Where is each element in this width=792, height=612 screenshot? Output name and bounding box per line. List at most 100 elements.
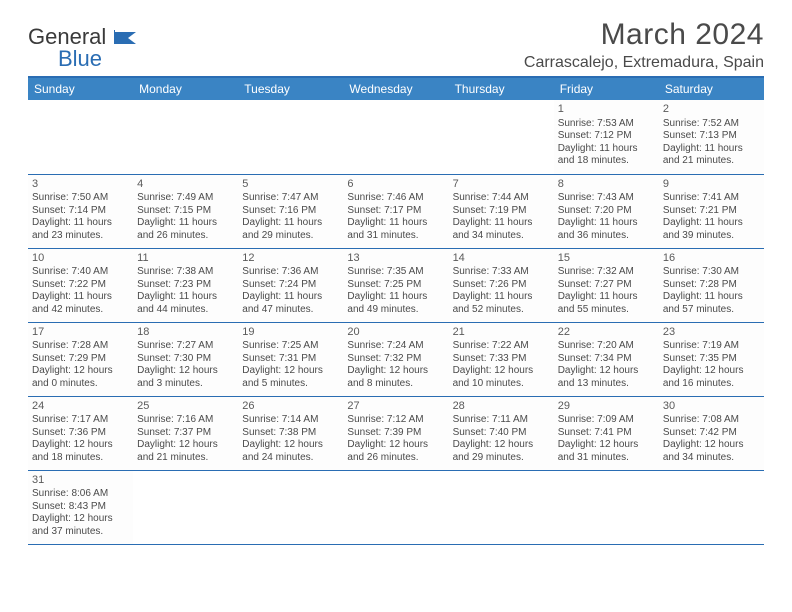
calendar-row: 3Sunrise: 7:50 AMSunset: 7:14 PMDaylight… — [28, 174, 764, 248]
calendar-cell — [238, 100, 343, 174]
calendar-cell — [659, 470, 764, 544]
sunrise-line: Sunrise: 7:30 AM — [663, 266, 760, 279]
day-header-row: Sunday Monday Tuesday Wednesday Thursday… — [28, 78, 764, 100]
sunrise-line: Sunrise: 7:33 AM — [453, 266, 550, 279]
calendar-cell: 18Sunrise: 7:27 AMSunset: 7:30 PMDayligh… — [133, 322, 238, 396]
calendar-cell: 6Sunrise: 7:46 AMSunset: 7:17 PMDaylight… — [343, 174, 448, 248]
calendar-row: 1Sunrise: 7:53 AMSunset: 7:12 PMDaylight… — [28, 100, 764, 174]
daylight-line: Daylight: 11 hours and 57 minutes. — [663, 291, 760, 316]
calendar-cell: 1Sunrise: 7:53 AMSunset: 7:12 PMDaylight… — [554, 100, 659, 174]
day-number: 5 — [242, 178, 339, 192]
calendar-cell: 19Sunrise: 7:25 AMSunset: 7:31 PMDayligh… — [238, 322, 343, 396]
daylight-line: Daylight: 11 hours and 39 minutes. — [663, 217, 760, 242]
calendar-body: 1Sunrise: 7:53 AMSunset: 7:12 PMDaylight… — [28, 100, 764, 544]
sunset-line: Sunset: 7:32 PM — [347, 353, 444, 366]
daylight-line: Daylight: 11 hours and 52 minutes. — [453, 291, 550, 316]
calendar-cell: 13Sunrise: 7:35 AMSunset: 7:25 PMDayligh… — [343, 248, 448, 322]
calendar-cell: 23Sunrise: 7:19 AMSunset: 7:35 PMDayligh… — [659, 322, 764, 396]
logo: General Blue — [28, 24, 140, 72]
sunrise-line: Sunrise: 7:28 AM — [32, 340, 129, 353]
sunset-line: Sunset: 7:30 PM — [137, 353, 234, 366]
calendar-cell: 7Sunrise: 7:44 AMSunset: 7:19 PMDaylight… — [449, 174, 554, 248]
day-number: 24 — [32, 400, 129, 414]
page-title: March 2024 — [524, 18, 764, 52]
sunset-line: Sunset: 7:19 PM — [453, 205, 550, 218]
daylight-line: Daylight: 12 hours and 10 minutes. — [453, 365, 550, 390]
header: General Blue March 2024 Carrascalejo, Ex… — [28, 18, 764, 72]
daylight-line: Daylight: 11 hours and 47 minutes. — [242, 291, 339, 316]
daylight-line: Daylight: 11 hours and 23 minutes. — [32, 217, 129, 242]
calendar-cell: 29Sunrise: 7:09 AMSunset: 7:41 PMDayligh… — [554, 396, 659, 470]
calendar-cell: 27Sunrise: 7:12 AMSunset: 7:39 PMDayligh… — [343, 396, 448, 470]
calendar-cell: 17Sunrise: 7:28 AMSunset: 7:29 PMDayligh… — [28, 322, 133, 396]
sunrise-line: Sunrise: 7:11 AM — [453, 414, 550, 427]
calendar-row: 10Sunrise: 7:40 AMSunset: 7:22 PMDayligh… — [28, 248, 764, 322]
sunset-line: Sunset: 7:41 PM — [558, 427, 655, 440]
sunset-line: Sunset: 7:28 PM — [663, 279, 760, 292]
daylight-line: Daylight: 12 hours and 34 minutes. — [663, 439, 760, 464]
calendar-row: 17Sunrise: 7:28 AMSunset: 7:29 PMDayligh… — [28, 322, 764, 396]
day-number: 3 — [32, 178, 129, 192]
sunrise-line: Sunrise: 7:24 AM — [347, 340, 444, 353]
sunrise-line: Sunrise: 7:08 AM — [663, 414, 760, 427]
day-number: 23 — [663, 326, 760, 340]
sunset-line: Sunset: 7:12 PM — [558, 130, 655, 143]
day-number: 2 — [663, 103, 760, 117]
calendar-cell — [238, 470, 343, 544]
sunrise-line: Sunrise: 7:14 AM — [242, 414, 339, 427]
day-number: 18 — [137, 326, 234, 340]
daylight-line: Daylight: 11 hours and 31 minutes. — [347, 217, 444, 242]
sunrise-line: Sunrise: 7:19 AM — [663, 340, 760, 353]
sunrise-line: Sunrise: 7:27 AM — [137, 340, 234, 353]
daylight-line: Daylight: 11 hours and 26 minutes. — [137, 217, 234, 242]
daylight-line: Daylight: 12 hours and 24 minutes. — [242, 439, 339, 464]
day-number: 11 — [137, 252, 234, 266]
sunset-line: Sunset: 7:15 PM — [137, 205, 234, 218]
sunrise-line: Sunrise: 7:20 AM — [558, 340, 655, 353]
sunset-line: Sunset: 7:27 PM — [558, 279, 655, 292]
day-number: 26 — [242, 400, 339, 414]
sunrise-line: Sunrise: 7:44 AM — [453, 192, 550, 205]
col-tuesday: Tuesday — [238, 78, 343, 100]
col-sunday: Sunday — [28, 78, 133, 100]
sunrise-line: Sunrise: 7:46 AM — [347, 192, 444, 205]
daylight-line: Daylight: 12 hours and 18 minutes. — [32, 439, 129, 464]
daylight-line: Daylight: 12 hours and 16 minutes. — [663, 365, 760, 390]
daylight-line: Daylight: 11 hours and 18 minutes. — [558, 143, 655, 168]
sunset-line: Sunset: 7:26 PM — [453, 279, 550, 292]
sunset-line: Sunset: 7:31 PM — [242, 353, 339, 366]
day-number: 21 — [453, 326, 550, 340]
sunset-line: Sunset: 7:24 PM — [242, 279, 339, 292]
daylight-line: Daylight: 12 hours and 37 minutes. — [32, 513, 129, 538]
calendar-table: Sunday Monday Tuesday Wednesday Thursday… — [28, 78, 764, 545]
daylight-line: Daylight: 12 hours and 21 minutes. — [137, 439, 234, 464]
sunset-line: Sunset: 7:17 PM — [347, 205, 444, 218]
daylight-line: Daylight: 11 hours and 29 minutes. — [242, 217, 339, 242]
sunset-line: Sunset: 7:22 PM — [32, 279, 129, 292]
sunset-line: Sunset: 7:38 PM — [242, 427, 339, 440]
daylight-line: Daylight: 12 hours and 31 minutes. — [558, 439, 655, 464]
daylight-line: Daylight: 11 hours and 36 minutes. — [558, 217, 655, 242]
sunrise-line: Sunrise: 7:52 AM — [663, 118, 760, 131]
daylight-line: Daylight: 12 hours and 0 minutes. — [32, 365, 129, 390]
title-block: March 2024 Carrascalejo, Extremadura, Sp… — [524, 18, 764, 72]
calendar-cell: 28Sunrise: 7:11 AMSunset: 7:40 PMDayligh… — [449, 396, 554, 470]
sunrise-line: Sunrise: 7:43 AM — [558, 192, 655, 205]
sunrise-line: Sunrise: 7:53 AM — [558, 118, 655, 131]
daylight-line: Daylight: 11 hours and 55 minutes. — [558, 291, 655, 316]
calendar-cell: 21Sunrise: 7:22 AMSunset: 7:33 PMDayligh… — [449, 322, 554, 396]
sunrise-line: Sunrise: 7:22 AM — [453, 340, 550, 353]
calendar-cell: 16Sunrise: 7:30 AMSunset: 7:28 PMDayligh… — [659, 248, 764, 322]
calendar-cell — [449, 100, 554, 174]
day-number: 15 — [558, 252, 655, 266]
day-number: 31 — [32, 474, 129, 488]
day-number: 16 — [663, 252, 760, 266]
calendar-cell — [133, 100, 238, 174]
sunset-line: Sunset: 7:23 PM — [137, 279, 234, 292]
calendar-cell: 30Sunrise: 7:08 AMSunset: 7:42 PMDayligh… — [659, 396, 764, 470]
calendar-cell: 20Sunrise: 7:24 AMSunset: 7:32 PMDayligh… — [343, 322, 448, 396]
calendar-cell: 9Sunrise: 7:41 AMSunset: 7:21 PMDaylight… — [659, 174, 764, 248]
day-number: 14 — [453, 252, 550, 266]
calendar-cell: 8Sunrise: 7:43 AMSunset: 7:20 PMDaylight… — [554, 174, 659, 248]
calendar-cell: 11Sunrise: 7:38 AMSunset: 7:23 PMDayligh… — [133, 248, 238, 322]
